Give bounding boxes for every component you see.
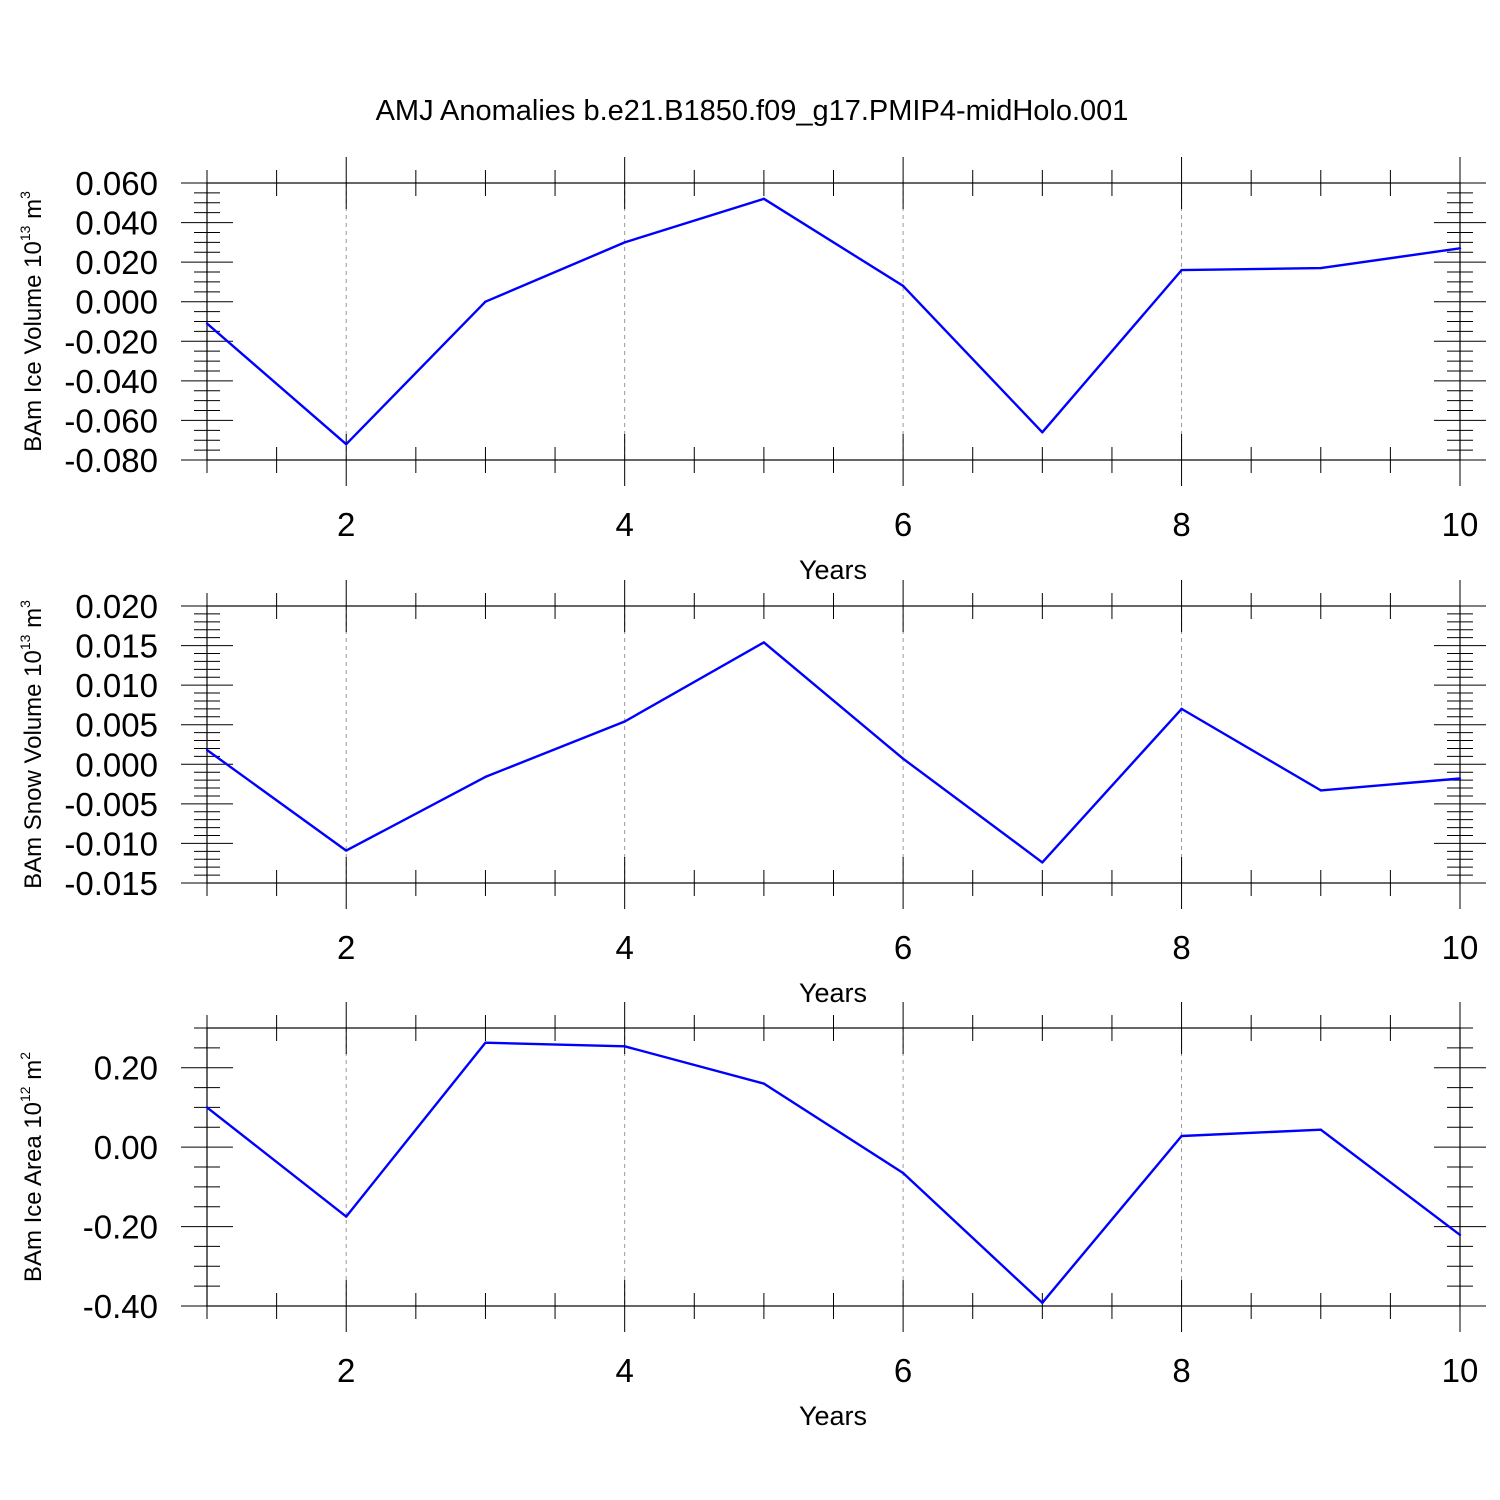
data-point [623,1045,626,1048]
x-tick-label: 2 [337,929,355,966]
data-point [205,748,209,752]
x-tick-label: 2 [337,506,355,543]
y-axis-label: BAm Ice Volume 1013 m3 [17,191,47,452]
x-axis-label: Years [799,1401,867,1431]
x-tick-label: 10 [1442,929,1479,966]
x-axis-label: Years [799,555,867,585]
x-tick-label: 4 [615,506,633,543]
data-point [1041,861,1044,864]
chart-panels: 2 4 6 8 10Years-0.080-0.060-0.040-0.0200.000… [17,157,1486,1431]
y-tick-label: 0.005 [75,707,158,744]
y-tick-label: 0.00 [94,1129,158,1166]
panel-1: 2 4 6 8 10 Years -0.080-0.060-0.040-0.0200.000… [17,157,1486,585]
y-tick-label: -0.40 [83,1288,158,1325]
y-tick-label: 0.20 [94,1050,158,1087]
y-tick-label: -0.060 [64,402,158,439]
y-tick-label: 0.020 [75,244,158,281]
y-tick-label: -0.20 [83,1209,158,1246]
data-point [762,641,766,644]
x-tick-label: 6 [894,1352,912,1389]
y-axis-label: BAm Ice Area 1012 m2 [17,1052,47,1282]
data-point [1041,1301,1044,1305]
series-line [206,197,1461,446]
data-point [901,284,905,288]
y-tick-label: 0.000 [75,284,158,321]
data-point [484,775,487,779]
data-point [901,757,905,760]
y-tick-label: -0.010 [64,825,158,862]
data-point [1458,247,1462,250]
data-point [345,442,348,446]
x-axis-label: Years [799,978,867,1008]
chart-title: AMJ Anomalies b.e21.B1850.f09_g17.PMIP4-… [376,95,1129,127]
data-point [1180,707,1183,711]
data-point [762,1082,766,1085]
data-point [1180,268,1183,272]
x-tick-label: 8 [1172,1352,1190,1389]
data-point [762,197,766,201]
x-tick-label: 8 [1172,506,1190,543]
plot-frame [206,605,1461,884]
y-tick-label: 0.000 [75,746,158,783]
y-tick-label: -0.040 [64,363,158,400]
y-tick-label: 0.010 [75,667,158,704]
series-line [206,641,1461,864]
data-point [1319,789,1322,792]
data-point [345,849,348,852]
data-point [205,322,209,325]
data-point [205,1106,209,1109]
y-tick-label: 0.040 [75,205,158,242]
panel-2: 2 4 6 8 10Years-0.015-0.010-0.0050.0000.0050… [17,580,1486,1008]
y-tick-label: 0.060 [75,165,158,202]
x-tick-label: 2 [337,1352,355,1389]
data-point [623,241,626,244]
data-point [1458,1233,1462,1237]
data-point [1319,1128,1322,1131]
y-tick-label: -0.015 [64,865,158,902]
data-point [345,1215,348,1218]
y-tick-label: 0.020 [75,588,158,625]
data-point [484,300,487,303]
y-tick-label: 0.015 [75,628,158,665]
data-point [623,720,626,723]
x-tick-label: 10 [1442,506,1479,543]
x-tick-label: 6 [894,506,912,543]
data-point [1319,266,1322,270]
series-line [206,1041,1461,1305]
x-tick-label: 8 [1172,929,1190,966]
panel-3: 2 4 6 8 10 Years -0.40 -0.20 0.00 0.20 BAm Ice Are… [17,1002,1486,1431]
data-point [1180,1134,1183,1138]
y-axis-label: BAm Snow Volume 1013 m3 [17,600,47,889]
x-tick-label: 4 [615,929,633,966]
x-tick-label: 6 [894,929,912,966]
data-point [1041,431,1044,434]
plot-frame [206,1027,1461,1307]
data-point [1458,777,1462,780]
y-tick-label: -0.005 [64,786,158,823]
data-point [484,1041,487,1044]
y-tick-label: -0.020 [64,323,158,360]
y-tick-label: -0.080 [64,442,158,479]
plot-frame [206,182,1461,461]
x-tick-label: 4 [615,1352,633,1389]
data-point [901,1171,905,1175]
x-tick-label: 10 [1442,1352,1479,1389]
